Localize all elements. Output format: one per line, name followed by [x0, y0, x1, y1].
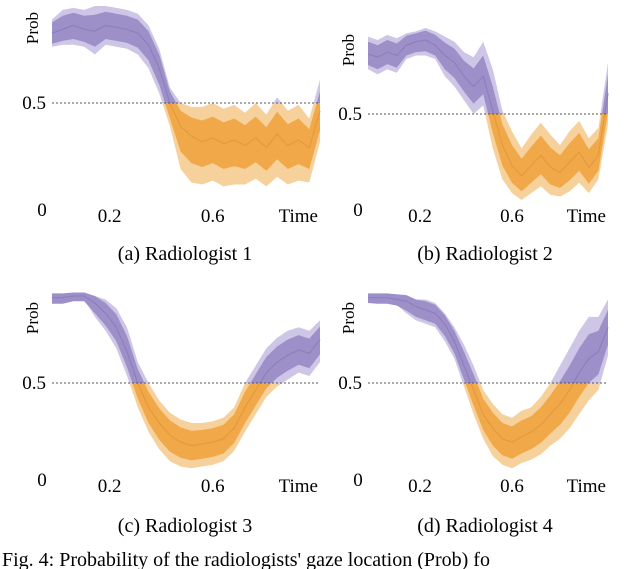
x-tick-label: 0	[37, 470, 47, 491]
band-upper-light	[52, 296, 320, 383]
mean-line-upper	[368, 297, 609, 383]
probability-bands	[368, 293, 609, 469]
band-lower-dark	[165, 103, 320, 171]
subfigure-caption: (c) Radiologist 3	[118, 515, 252, 537]
x-axis-label: Time	[567, 476, 606, 497]
probability-bands	[51, 6, 321, 187]
x-tick-label: 0.2	[408, 476, 432, 497]
subfigure-caption: (a) Radiologist 1	[118, 243, 252, 265]
x-tick-label: 0.6	[500, 206, 524, 227]
y-tick-label: 0.5	[338, 373, 362, 394]
subfigure-caption: (b) Radiologist 2	[417, 243, 553, 265]
band-upper-dark	[368, 30, 608, 114]
mean-line-upper	[51, 24, 171, 103]
y-tick-label: 0.5	[22, 373, 46, 394]
y-axis-label: Prob	[339, 302, 358, 334]
chart-panel-radiologist-2: Prob 0.5 0 0.2 0.6 Time (b) Radiologist …	[338, 28, 609, 265]
mean-line-lower	[470, 383, 575, 443]
figure-caption: Fig. 4: Probability of the radiologists'…	[2, 549, 490, 569]
band-upper-dark	[368, 293, 608, 383]
x-tick-label: 0	[37, 200, 47, 221]
probability-bands	[52, 292, 321, 469]
x-tick-label: 0.6	[201, 476, 225, 497]
mean-line-lower	[169, 103, 321, 149]
chart-panel-radiologist-1: Prob 0.5 0 0.2 0.6 Time (a) Radiologist …	[22, 6, 321, 265]
x-axis-label: Time	[279, 476, 318, 497]
x-tick-label: 0.6	[201, 206, 225, 227]
x-tick-label: 0.2	[98, 206, 122, 227]
probability-bands	[367, 28, 609, 200]
y-axis-label: Prob	[339, 34, 358, 66]
y-axis-label: Prob	[23, 12, 42, 44]
y-tick-label: 0.5	[22, 93, 46, 114]
band-lower-dark	[465, 383, 589, 459]
mean-line-lower	[137, 383, 261, 447]
chart-panel-radiologist-4: Prob 0.5 0 0.2 0.6 Time (d) Radiologist …	[338, 293, 609, 537]
band-upper-dark	[52, 11, 320, 103]
y-axis-label: Prob	[23, 302, 42, 334]
x-axis-label: Time	[279, 206, 318, 227]
x-tick-label: 0	[353, 470, 363, 491]
x-tick-label: 0	[353, 200, 363, 221]
x-tick-label: 0.2	[98, 476, 122, 497]
band-lower-dark	[132, 383, 272, 461]
mean-line-upper	[52, 295, 321, 383]
x-tick-label: 0.6	[500, 476, 524, 497]
mean-line-upper	[367, 39, 609, 114]
chart-panel-radiologist-3: Prob 0.5 0 0.2 0.6 Time (c) Radiologist …	[22, 292, 321, 537]
subfigure-caption: (d) Radiologist 4	[417, 515, 553, 537]
y-tick-label: 0.5	[338, 104, 362, 125]
x-axis-label: Time	[567, 206, 606, 227]
x-tick-label: 0.2	[408, 206, 432, 227]
mean-line-lower	[493, 114, 606, 177]
